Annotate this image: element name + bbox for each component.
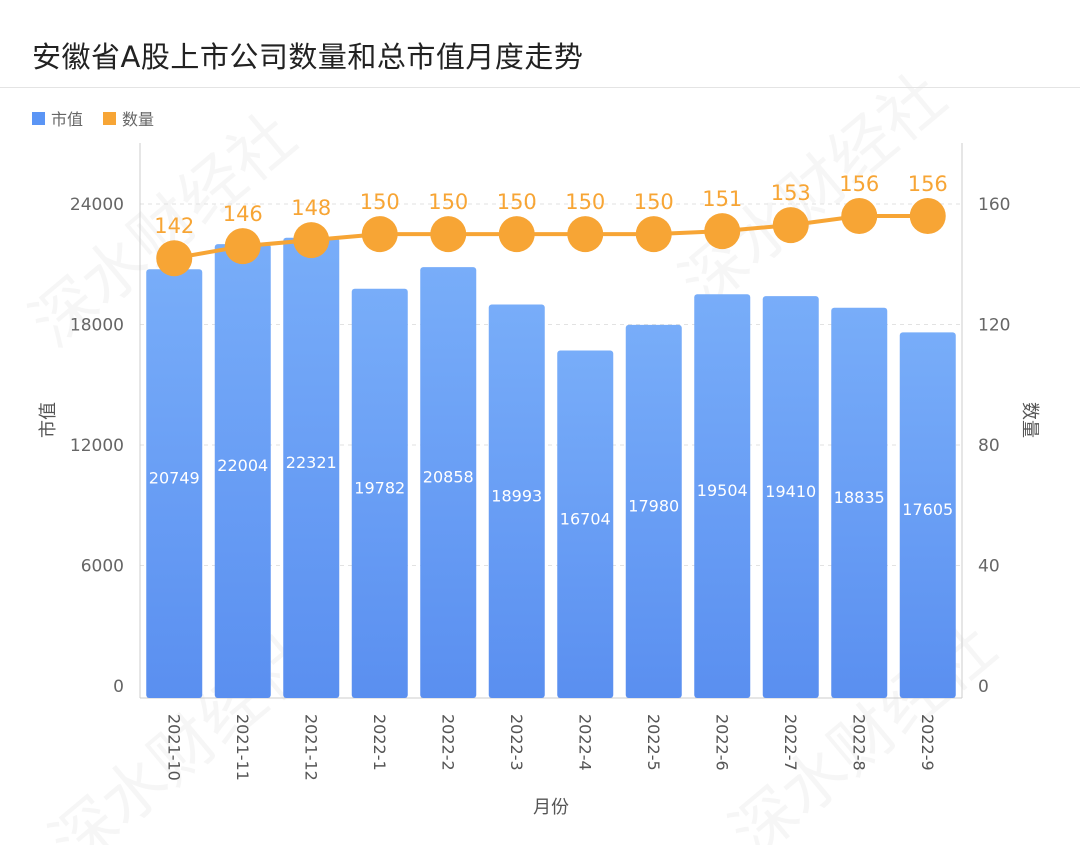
x-axis-title: 月份: [533, 797, 569, 818]
legend-label: 数量: [122, 110, 155, 129]
bar: [625, 324, 682, 698]
count-data-label: 156: [839, 172, 879, 196]
x-tick-label: 2021-10: [164, 714, 183, 781]
bar: [146, 269, 203, 698]
x-tick-label: 2021-11: [233, 714, 252, 781]
bar-data-label: 20749: [149, 469, 200, 488]
bar-data-label: 18835: [834, 488, 885, 507]
y2-tick-label: 80: [978, 436, 1000, 456]
count-data-label: 146: [223, 202, 263, 226]
x-tick-label: 2022-5: [644, 714, 663, 771]
count-data-label: 150: [428, 190, 468, 214]
bar: [831, 307, 888, 698]
bar: [420, 267, 477, 698]
bar-data-label: 20858: [423, 468, 474, 487]
legend-label: 市值: [51, 110, 84, 129]
x-tick-label: 2022-6: [712, 714, 731, 771]
bar: [694, 294, 751, 698]
x-tick-label: 2021-12: [301, 714, 320, 781]
bar-data-label: 18993: [491, 486, 542, 505]
legend-item-count[interactable]: 数量: [103, 106, 154, 130]
count-point: [224, 228, 261, 265]
count-point: [293, 222, 330, 259]
legend: 市值 数量: [32, 106, 154, 130]
count-data-label: 151: [702, 187, 742, 211]
y-axis-title: 市值: [38, 402, 59, 438]
count-point: [635, 216, 672, 253]
x-tick-label: 2022-2: [438, 714, 457, 771]
count-data-label: 150: [497, 190, 537, 214]
y-tick-label: 6000: [81, 557, 124, 577]
y2-tick-label: 120: [978, 316, 1010, 336]
bar-data-label: 22004: [217, 456, 268, 475]
count-data-label: 142: [154, 214, 194, 238]
count-point: [361, 216, 398, 253]
count-data-label: 150: [634, 190, 674, 214]
y2-axis-title: 数量: [1019, 402, 1040, 438]
bar: [351, 288, 408, 698]
count-data-label: 153: [771, 181, 811, 205]
x-tick-label: 2022-7: [781, 714, 800, 771]
y2-tick-label: 0: [978, 677, 989, 697]
bar-data-label: 22321: [286, 453, 337, 472]
count-data-label: 156: [908, 172, 948, 196]
chart-title: 安徽省A股上市公司数量和总市值月度走势: [32, 40, 584, 74]
y-tick-label: 0: [113, 677, 124, 697]
count-point: [841, 198, 878, 235]
bar-data-label: 17980: [628, 496, 679, 515]
y-tick-label: 12000: [70, 436, 124, 456]
y-tick-label: 24000: [70, 195, 124, 215]
y2-tick-label: 160: [978, 195, 1010, 215]
count-data-label: 148: [291, 196, 331, 220]
x-tick-label: 2022-3: [507, 714, 526, 771]
count-point: [909, 198, 946, 235]
bar: [283, 237, 340, 698]
bar-data-label: 17605: [902, 500, 953, 519]
legend-swatch: [32, 111, 45, 125]
legend-swatch: [103, 111, 117, 125]
count-point: [567, 216, 604, 253]
x-tick-label: 2022-9: [918, 714, 937, 771]
bar: [899, 332, 956, 698]
count-point: [772, 207, 809, 244]
divider: [0, 87, 1080, 88]
count-point: [430, 216, 467, 253]
bar-data-label: 19410: [765, 482, 816, 501]
x-tick-label: 2022-8: [849, 714, 868, 771]
bar: [557, 350, 614, 698]
bar: [488, 304, 545, 698]
count-point: [156, 240, 193, 277]
count-data-label: 150: [360, 190, 400, 214]
count-point: [704, 213, 741, 250]
count-point: [498, 216, 535, 253]
count-data-label: 150: [565, 190, 605, 214]
bar-data-label: 19782: [354, 478, 405, 497]
x-tick-label: 2022-4: [575, 714, 594, 771]
bar: [762, 296, 819, 698]
bar-data-label: 19504: [697, 481, 748, 500]
y-tick-label: 18000: [70, 316, 124, 336]
bar: [214, 244, 271, 698]
x-tick-label: 2022-1: [370, 714, 389, 771]
bar-data-label: 16704: [560, 509, 611, 528]
legend-item-market-value[interactable]: 市值: [32, 106, 83, 130]
y2-tick-label: 40: [978, 557, 1000, 577]
